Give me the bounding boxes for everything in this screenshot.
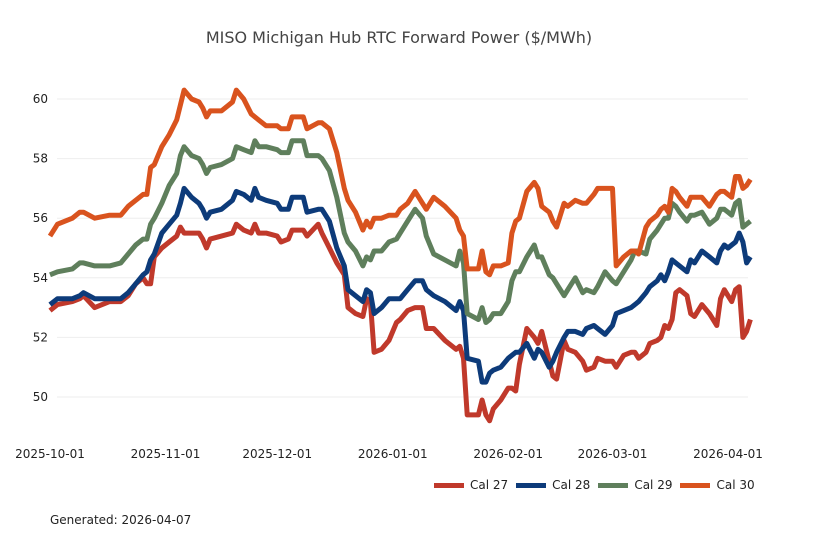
series-line-cal-28 — [48, 185, 753, 385]
series-line-cal-30 — [47, 87, 753, 278]
x-tick-label: 2025-11-01 — [131, 447, 201, 461]
y-tick-label: 54 — [33, 271, 48, 285]
y-tick-label: 58 — [33, 152, 48, 166]
x-tick-label: 2026-04-01 — [693, 447, 763, 461]
legend-swatch — [680, 482, 711, 488]
legend-item-cal-30: Cal 30 — [680, 478, 755, 492]
legend-label: Cal 28 — [552, 478, 591, 492]
y-tick-label: 60 — [33, 92, 48, 106]
legend-item-cal-28: Cal 28 — [516, 478, 590, 492]
x-axis-ticks: 2025-10-01 2025-11-01 2025-12-01 2026-01-01… — [15, 447, 763, 461]
legend-swatch — [598, 482, 629, 488]
y-axis-ticks: 50 52 54 56 58 60 — [33, 92, 48, 404]
legend-swatch — [434, 482, 464, 488]
legend-label: Cal 27 — [470, 478, 509, 492]
legend-label: Cal 30 — [716, 478, 755, 492]
y-tick-label: 52 — [33, 330, 48, 344]
y-tick-label: 56 — [33, 211, 48, 225]
legend-label: Cal 29 — [634, 478, 673, 492]
gridlines — [57, 98, 748, 398]
legend-swatch — [516, 482, 547, 488]
chart-legend: Cal 27 Cal 28 Cal 29 Cal 30 — [434, 478, 763, 492]
x-tick-label: 2025-12-01 — [242, 447, 312, 461]
x-tick-label: 2025-10-01 — [15, 447, 85, 461]
series-line-cal-27 — [48, 221, 753, 424]
series-line-cal-29 — [49, 138, 752, 325]
y-tick-label: 50 — [33, 390, 48, 404]
chart-title: MISO Michigan Hub RTC Forward Power ($/M… — [205, 28, 593, 47]
x-tick-label: 2026-01-01 — [358, 447, 428, 461]
legend-item-cal-29: Cal 29 — [598, 478, 672, 492]
x-tick-label: 2026-03-01 — [578, 447, 648, 461]
x-tick-label: 2026-02-01 — [473, 447, 543, 461]
series-lines — [47, 87, 753, 424]
generated-date: Generated: 2026-04-07 — [50, 513, 192, 527]
legend-item-cal-27: Cal 27 — [434, 478, 508, 492]
